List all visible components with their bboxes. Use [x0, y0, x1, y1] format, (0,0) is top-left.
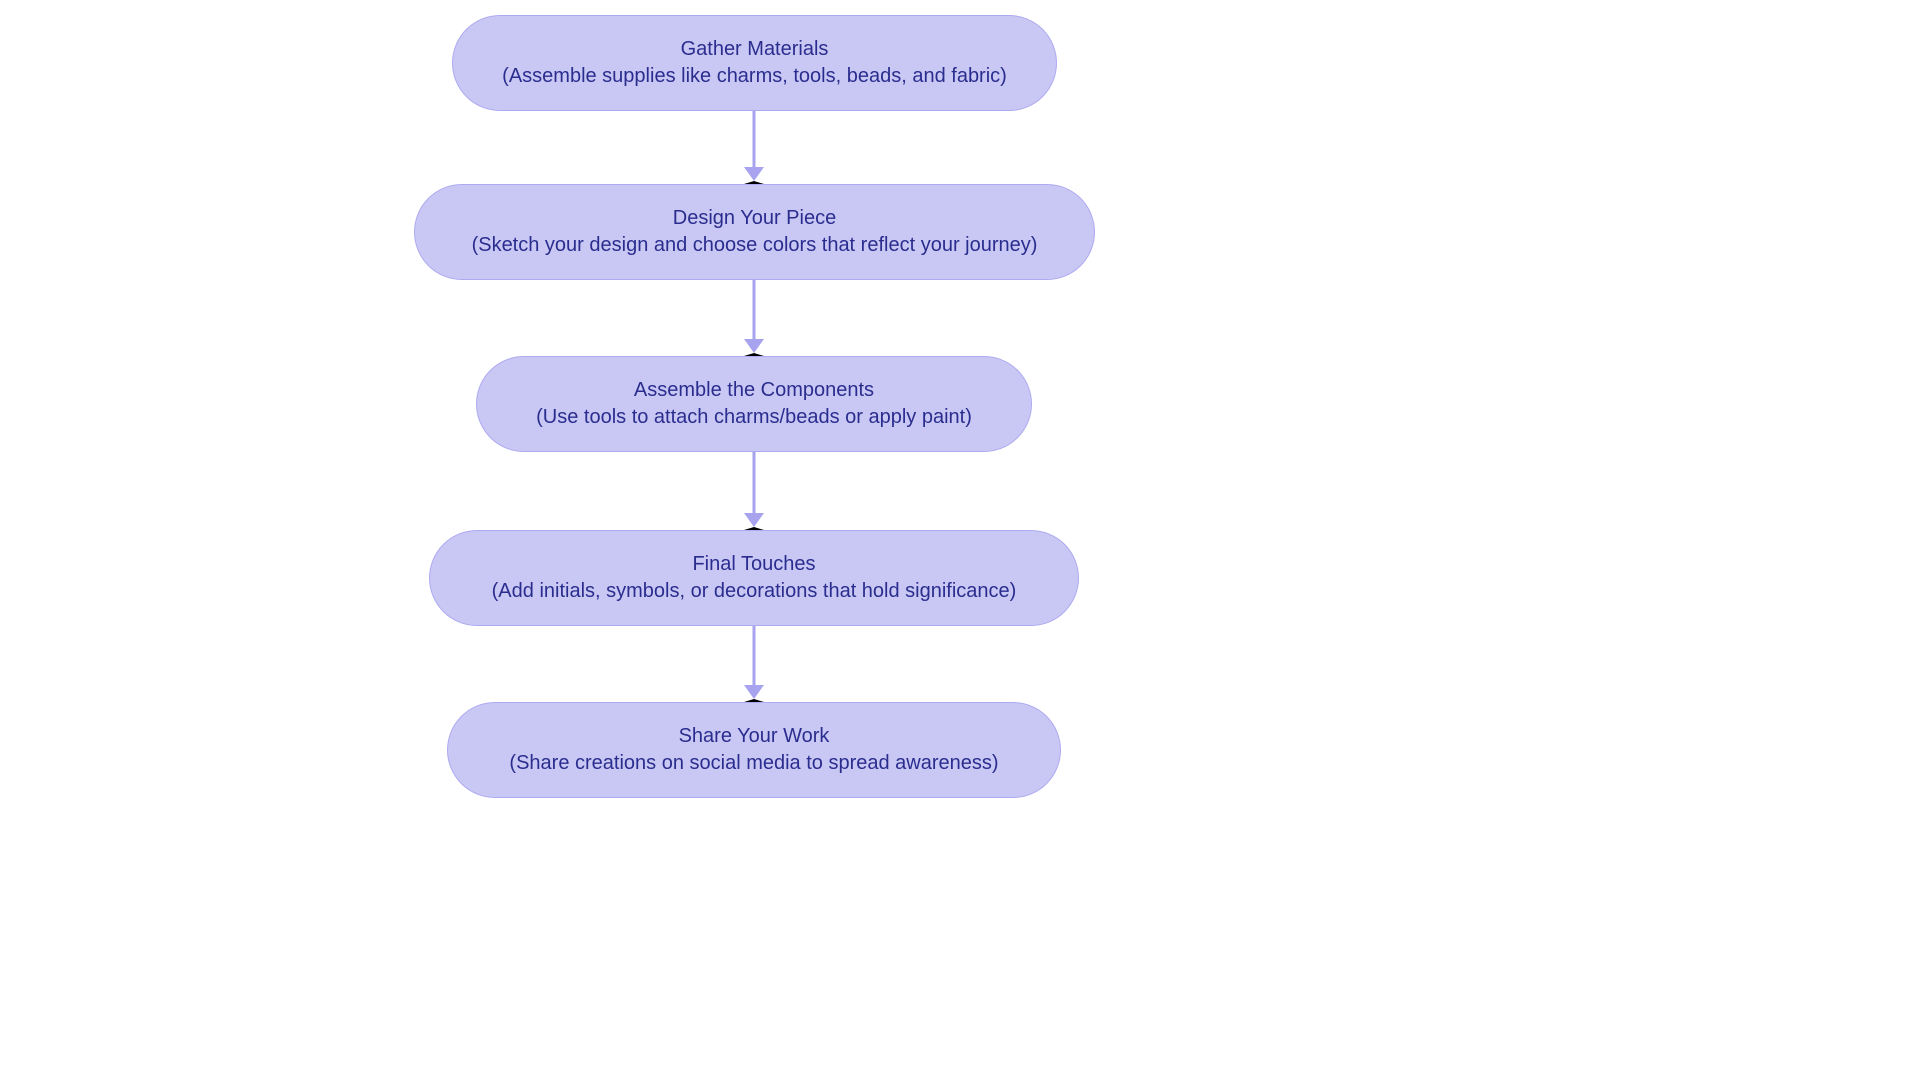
arrow-head-icon [744, 339, 764, 356]
node-title: Gather Materials [681, 36, 829, 63]
node-desc: (Sketch your design and choose colors th… [472, 232, 1038, 259]
flowchart-node-share-work: Share Your Work (Share creations on soci… [447, 702, 1061, 798]
arrow-shaft [753, 111, 756, 174]
node-title: Assemble the Components [634, 377, 874, 404]
flowchart-canvas: Gather Materials (Assemble supplies like… [0, 0, 1920, 1083]
arrow-shaft [753, 452, 756, 520]
node-desc: (Add initials, symbols, or decorations t… [492, 578, 1017, 605]
flowchart-node-final-touches: Final Touches (Add initials, symbols, or… [429, 530, 1079, 626]
arrow-shaft [753, 626, 756, 692]
arrow-shaft [753, 280, 756, 346]
node-title: Share Your Work [679, 723, 830, 750]
arrow-head-icon [744, 513, 764, 530]
node-desc: (Share creations on social media to spre… [509, 750, 998, 777]
node-desc: (Assemble supplies like charms, tools, b… [502, 63, 1007, 90]
flowchart-node-gather-materials: Gather Materials (Assemble supplies like… [452, 15, 1057, 111]
flowchart-node-assemble-components: Assemble the Components (Use tools to at… [476, 356, 1032, 452]
node-title: Final Touches [692, 551, 815, 578]
arrow-head-icon [744, 685, 764, 702]
arrow-head-icon [744, 167, 764, 184]
flowchart-node-design-piece: Design Your Piece (Sketch your design an… [414, 184, 1095, 280]
node-desc: (Use tools to attach charms/beads or app… [536, 404, 972, 431]
node-title: Design Your Piece [673, 205, 836, 232]
